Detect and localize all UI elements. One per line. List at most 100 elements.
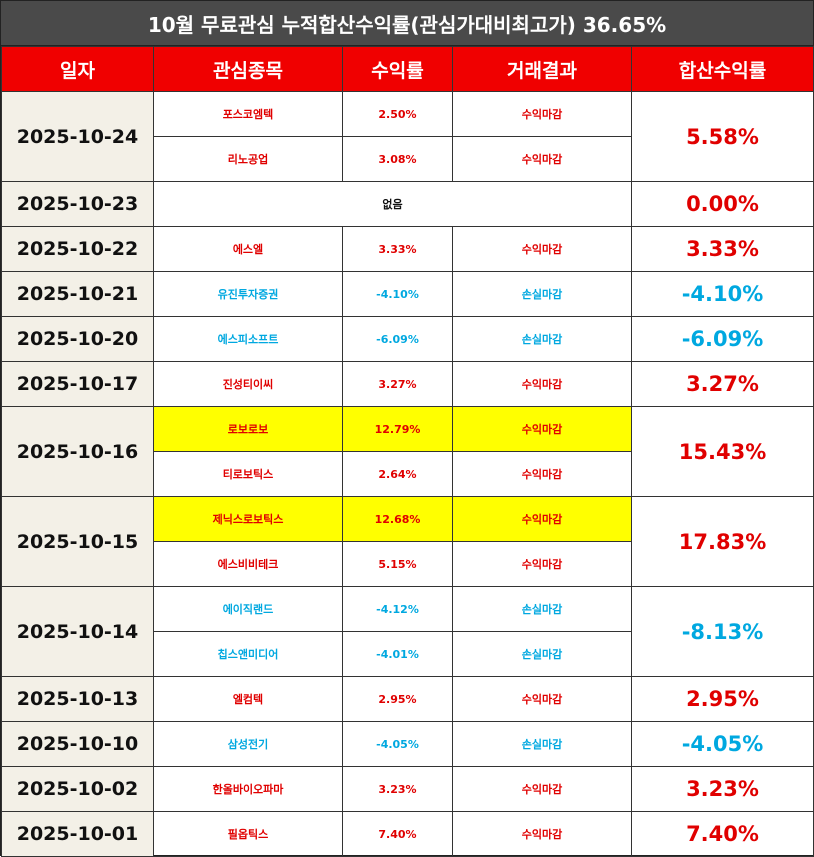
return-pct-cell: 3.33% <box>342 226 453 272</box>
return-pct-cell: -4.05% <box>342 721 453 767</box>
trade-result-cell: 손실마감 <box>452 316 632 362</box>
stock-name-cell: 제닉스로보틱스 <box>153 496 343 542</box>
table-row: 2025-10-22 에스엘 3.33% 수익마감 3.33% <box>1 226 814 272</box>
table-row: 2025-10-24 포스코엠텍 2.50% 수익마감 5.58% <box>1 91 814 182</box>
table-row: 2025-10-23 없음 0.00% <box>1 181 814 227</box>
trade-result-cell: 수익마감 <box>452 136 632 182</box>
date-cell: 2025-10-15 <box>1 496 154 587</box>
no-trade-cell: 없음 <box>153 181 632 227</box>
table-row: 에스비비테크 5.15% 수익마감 <box>2 541 814 587</box>
table-row: 2025-10-13 엘컴텍 2.95% 수익마감 2.95% <box>1 676 814 722</box>
header-date: 일자 <box>1 46 154 92</box>
total-return-cell: -8.13% <box>631 586 814 677</box>
total-return-cell: 2.95% <box>631 676 814 722</box>
table-row: 2025-10-10 삼성전기 -4.05% 손실마감 -4.05% <box>1 721 814 767</box>
table-row: 칩스앤미디어 -4.01% 손실마감 <box>2 631 814 677</box>
trade-result-cell: 수익마감 <box>452 811 632 857</box>
stock-name-cell: 필옵틱스 <box>153 811 343 857</box>
return-pct-cell: 5.15% <box>342 541 453 587</box>
total-return-cell: 7.40% <box>631 811 814 857</box>
trade-result-cell: 수익마감 <box>452 676 632 722</box>
date-cell: 2025-10-20 <box>1 316 154 362</box>
table-row: 2025-10-02 한올바이오파마 3.23% 수익마감 3.23% <box>1 766 814 812</box>
table-row: 티로보틱스 2.64% 수익마감 <box>2 451 814 497</box>
total-return-cell: 15.43% <box>631 406 814 497</box>
return-pct-cell: -4.01% <box>342 631 453 677</box>
stock-name-cell: 진성티이씨 <box>153 361 343 407</box>
stock-name-cell: 포스코엠텍 <box>153 91 343 137</box>
table-header-row: 일자 관심종목 수익률 거래결과 합산수익률 <box>1 46 814 92</box>
total-return-cell: 5.58% <box>631 91 814 182</box>
table-row: 2025-10-15 제닉스로보틱스 12.68% 수익마감 17.83% <box>1 496 814 587</box>
return-pct-cell: 12.68% <box>342 496 453 542</box>
trade-result-cell: 수익마감 <box>452 361 632 407</box>
trade-result-cell: 수익마감 <box>452 766 632 812</box>
returns-table: 일자 관심종목 수익률 거래결과 합산수익률 2025-10-24 포스코엠텍 2.… <box>1 46 814 857</box>
date-cell: 2025-10-16 <box>1 406 154 497</box>
table-row: 2025-10-17 진성티이씨 3.27% 수익마감 3.27% <box>1 361 814 407</box>
stock-name-cell: 에스엘 <box>153 226 343 272</box>
total-return-cell: 3.27% <box>631 361 814 407</box>
return-pct-cell: -6.09% <box>342 316 453 362</box>
trade-result-cell: 수익마감 <box>452 91 632 137</box>
header-return: 수익률 <box>342 46 453 92</box>
date-cell: 2025-10-24 <box>1 91 154 182</box>
stock-name-cell: 티로보틱스 <box>153 451 343 497</box>
total-return-cell: -4.05% <box>631 721 814 767</box>
date-cell: 2025-10-21 <box>1 271 154 317</box>
date-cell: 2025-10-13 <box>1 676 154 722</box>
trade-result-cell: 수익마감 <box>452 226 632 272</box>
stock-name-cell: 에스비비테크 <box>153 541 343 587</box>
return-pct-cell: 2.64% <box>342 451 453 497</box>
total-return-cell: 3.33% <box>631 226 814 272</box>
return-pct-cell: 2.95% <box>342 676 453 722</box>
total-return-cell: -4.10% <box>631 271 814 317</box>
stock-name-cell: 리노공업 <box>153 136 343 182</box>
trade-result-cell: 수익마감 <box>452 451 632 497</box>
return-pct-cell: 3.08% <box>342 136 453 182</box>
date-cell: 2025-10-23 <box>1 181 154 227</box>
stock-name-cell: 엘컴텍 <box>153 676 343 722</box>
stock-name-cell: 로보로보 <box>153 406 343 452</box>
date-cell: 2025-10-22 <box>1 226 154 272</box>
date-cell: 2025-10-10 <box>1 721 154 767</box>
total-return-cell: 17.83% <box>631 496 814 587</box>
stock-name-cell: 에스피소프트 <box>153 316 343 362</box>
date-cell: 2025-10-14 <box>1 586 154 677</box>
header-total: 합산수익률 <box>631 46 814 92</box>
date-cell: 2025-10-17 <box>1 361 154 407</box>
date-cell: 2025-10-02 <box>1 766 154 812</box>
table-row: 2025-10-16 로보로보 12.79% 수익마감 15.43% <box>1 406 814 497</box>
stock-name-cell: 칩스앤미디어 <box>153 631 343 677</box>
return-pct-cell: 7.40% <box>342 811 453 857</box>
table-row: 2025-10-21 유진투자증권 -4.10% 손실마감 -4.10% <box>1 271 814 317</box>
return-pct-cell: 12.79% <box>342 406 453 452</box>
page-title: 10월 무료관심 누적합산수익률(관심가대비최고가) 36.65% <box>1 1 813 46</box>
header-stock: 관심종목 <box>153 46 343 92</box>
header-result: 거래결과 <box>452 46 632 92</box>
stock-name-cell: 한올바이오파마 <box>153 766 343 812</box>
stock-name-cell: 에이직랜드 <box>153 586 343 632</box>
return-pct-cell: 3.27% <box>342 361 453 407</box>
trade-result-cell: 손실마감 <box>452 631 632 677</box>
trade-result-cell: 손실마감 <box>452 586 632 632</box>
stock-name-cell: 삼성전기 <box>153 721 343 767</box>
stock-name-cell: 유진투자증권 <box>153 271 343 317</box>
table-row: 2025-10-01 필옵틱스 7.40% 수익마감 7.40% <box>1 811 814 857</box>
trade-result-cell: 손실마감 <box>452 271 632 317</box>
table-row: 리노공업 3.08% 수익마감 <box>2 136 814 182</box>
return-pct-cell: 2.50% <box>342 91 453 137</box>
total-return-cell: -6.09% <box>631 316 814 362</box>
table-row: 2025-10-14 에이직랜드 -4.12% 손실마감 -8.13% <box>1 586 814 677</box>
trade-result-cell: 수익마감 <box>452 541 632 587</box>
trade-result-cell: 수익마감 <box>452 406 632 452</box>
trade-result-cell: 수익마감 <box>452 496 632 542</box>
table-body: 2025-10-24 포스코엠텍 2.50% 수익마감 5.58% 리노공업 3.08% 수익… <box>1 91 814 857</box>
table-row: 2025-10-20 에스피소프트 -6.09% 손실마감 -6.09% <box>1 316 814 362</box>
return-pct-cell: -4.12% <box>342 586 453 632</box>
total-return-cell: 0.00% <box>631 181 814 227</box>
trade-result-cell: 손실마감 <box>452 721 632 767</box>
date-cell: 2025-10-01 <box>1 811 154 857</box>
return-pct-cell: 3.23% <box>342 766 453 812</box>
